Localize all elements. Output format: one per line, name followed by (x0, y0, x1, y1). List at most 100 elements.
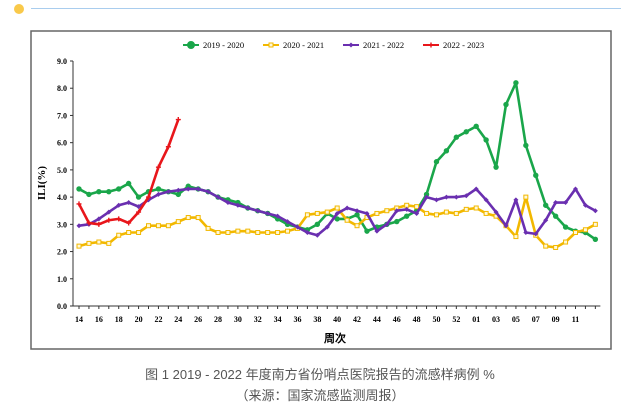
data-point (344, 217, 350, 223)
data-point (563, 200, 569, 206)
data-point (135, 194, 142, 200)
data-point (265, 210, 271, 216)
legend-item: 2021 - 2022 (343, 40, 404, 50)
data-point (116, 232, 122, 238)
data-point (354, 208, 360, 214)
legend-label: 2022 - 2023 (443, 40, 484, 50)
y-tick-label: 8.0 (57, 84, 67, 93)
data-point (116, 202, 122, 208)
data-point (245, 228, 251, 234)
y-axis-label: ILI(%) (36, 166, 48, 201)
data-point (374, 228, 380, 234)
data-point (344, 205, 350, 211)
data-point (374, 210, 380, 216)
data-point (513, 197, 519, 203)
data-point (543, 202, 549, 208)
data-point (106, 188, 112, 195)
data-point (424, 194, 430, 200)
x-tick-label: 36 (293, 315, 301, 324)
data-point (86, 240, 92, 246)
data-point (255, 208, 261, 214)
y-tick-label: 7.0 (57, 111, 67, 120)
data-point (503, 101, 509, 108)
x-tick-label: 46 (393, 315, 401, 324)
data-point (175, 117, 181, 123)
data-point (215, 230, 221, 235)
x-tick-label: 52 (452, 315, 460, 324)
data-point (463, 129, 469, 135)
data-point (225, 200, 231, 206)
data-point (275, 213, 281, 219)
data-point (126, 200, 132, 206)
x-tick-label: 24 (174, 315, 182, 324)
data-point (443, 209, 449, 215)
data-point (513, 80, 519, 86)
data-point (96, 239, 102, 245)
data-point (552, 213, 559, 219)
data-point (126, 230, 132, 235)
x-axis-label: 周次 (324, 331, 346, 345)
data-point (96, 221, 102, 227)
x-tick-label: 26 (194, 315, 202, 324)
data-point (354, 212, 360, 218)
data-point (384, 208, 390, 214)
header-divider (31, 8, 621, 9)
data-point (453, 134, 460, 140)
data-point (76, 223, 82, 229)
data-point (205, 189, 211, 195)
data-point (394, 208, 400, 214)
y-tick-label: 5.0 (57, 166, 67, 175)
data-point (384, 221, 390, 227)
data-point (304, 212, 310, 218)
data-point (592, 236, 599, 243)
data-point (483, 197, 489, 203)
data-point (314, 210, 320, 216)
x-tick-label: 50 (432, 315, 440, 324)
y-tick-label: 6.0 (57, 139, 67, 148)
x-tick-label: 28 (214, 315, 222, 324)
data-point (523, 142, 529, 149)
x-tick-label: 18 (115, 315, 123, 324)
data-point (582, 227, 588, 233)
data-point (563, 239, 569, 245)
data-point (592, 208, 598, 214)
data-point (225, 230, 231, 235)
data-point (294, 224, 300, 230)
data-point (573, 186, 578, 192)
legend-label: 2020 - 2021 (283, 40, 324, 50)
data-point (116, 216, 122, 222)
chart-series (76, 80, 599, 250)
data-point (573, 230, 578, 235)
x-tick-label: 20 (135, 315, 143, 324)
data-point (185, 215, 191, 221)
data-point (414, 204, 420, 210)
data-point (473, 123, 479, 130)
data-point (424, 210, 430, 216)
data-point (433, 212, 439, 218)
data-point (116, 186, 122, 192)
data-point (175, 219, 181, 225)
data-point (553, 200, 559, 206)
x-tick-label: 07 (532, 315, 540, 324)
legend-item: 2019 - 2020 (183, 40, 244, 50)
data-point (453, 210, 459, 216)
data-point (76, 186, 82, 192)
data-point (76, 243, 82, 249)
x-tick-label: 14 (75, 315, 83, 324)
series-2022-2023 (76, 117, 181, 227)
y-tick-label: 0.0 (57, 302, 67, 311)
data-point (334, 205, 340, 211)
data-point (76, 201, 82, 207)
data-point (314, 232, 320, 238)
data-point (195, 186, 201, 192)
legend-item: 2022 - 2023 (423, 40, 484, 50)
data-point (513, 234, 519, 240)
x-tick-label: 01 (472, 315, 480, 324)
data-point (265, 230, 271, 235)
data-point (483, 137, 489, 143)
data-point (364, 210, 370, 216)
x-tick-label: 38 (313, 315, 321, 324)
x-tick-label: 40 (333, 315, 341, 324)
data-point (553, 244, 559, 250)
data-point (533, 172, 539, 179)
